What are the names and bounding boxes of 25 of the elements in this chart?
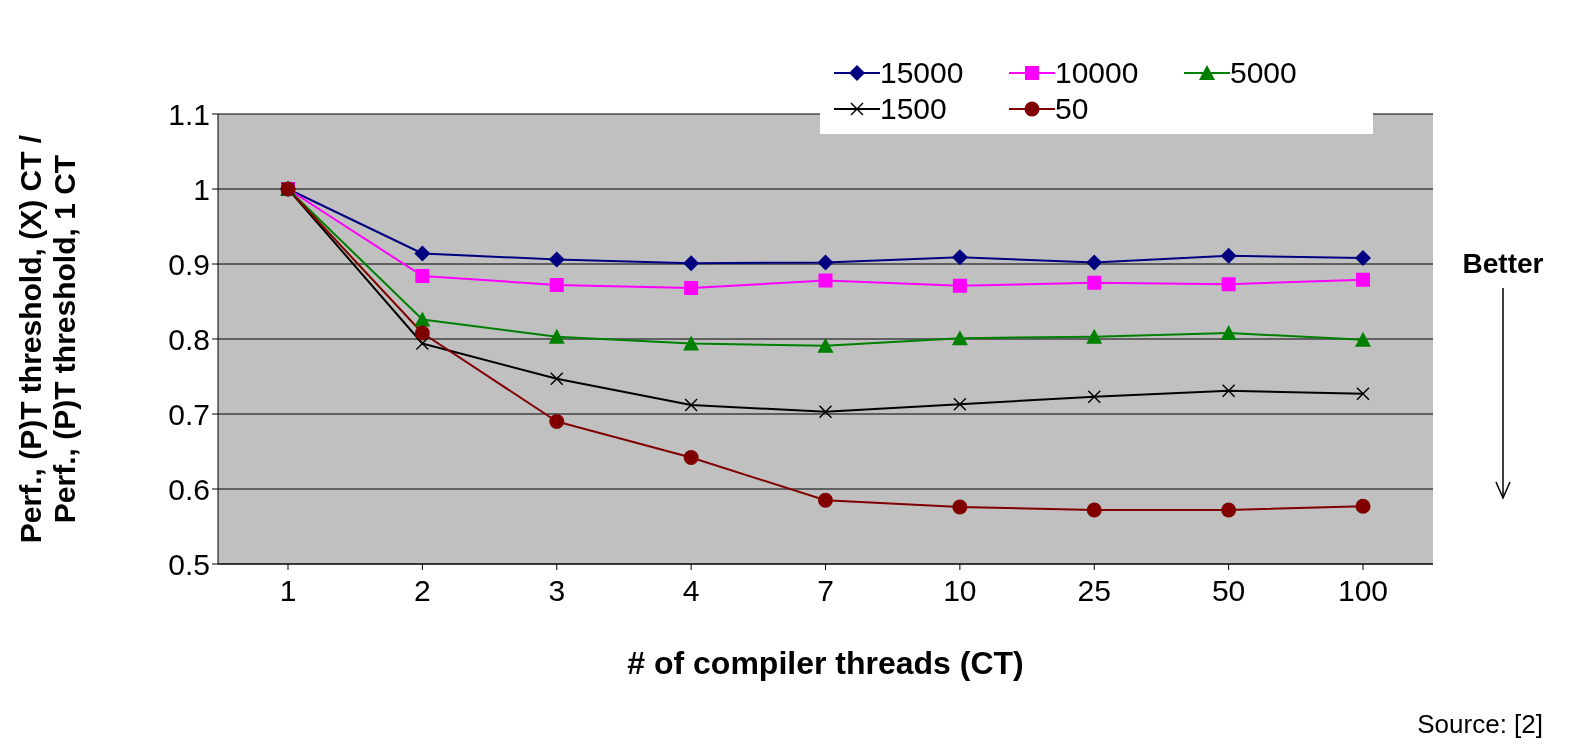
y-tick-label: 1.1 bbox=[168, 97, 210, 131]
x-tick-label: 50 bbox=[1211, 574, 1246, 608]
x-tick-label: 100 bbox=[1337, 574, 1389, 608]
y-tick-label: 0.6 bbox=[168, 472, 210, 506]
legend-label: 5000 bbox=[1230, 56, 1297, 90]
legend-label: 50 bbox=[1055, 92, 1089, 126]
source-note: Source: [2] bbox=[1417, 709, 1543, 740]
x-tick-label: 10 bbox=[943, 574, 977, 608]
x-axis-title: # of compiler threads (CT) bbox=[627, 645, 1024, 681]
y-tick-label: 1 bbox=[193, 172, 210, 206]
y-tick-label: 0.8 bbox=[168, 322, 210, 356]
legend-label: 10000 bbox=[1055, 56, 1139, 90]
x-tick-label: 1 bbox=[279, 574, 297, 608]
y-tick-label: 0.7 bbox=[168, 397, 210, 431]
y-tick-label: 0.9 bbox=[168, 247, 210, 281]
legend-label: 15000 bbox=[880, 56, 964, 90]
x-tick-label: 4 bbox=[682, 574, 700, 608]
y-tick-label: 0.5 bbox=[168, 547, 210, 581]
legend-label: 1500 bbox=[880, 92, 947, 126]
x-tick-label: 25 bbox=[1077, 574, 1111, 608]
x-tick-label: 7 bbox=[817, 574, 834, 608]
x-tick-label: 2 bbox=[414, 574, 431, 608]
y-axis-title: Perf., (P)T threshold, (X) CT / Perf., (P)T threshold, 1 CT bbox=[14, 134, 81, 544]
text: Better bbox=[1461, 248, 1545, 280]
x-tick-label: 3 bbox=[548, 574, 566, 608]
